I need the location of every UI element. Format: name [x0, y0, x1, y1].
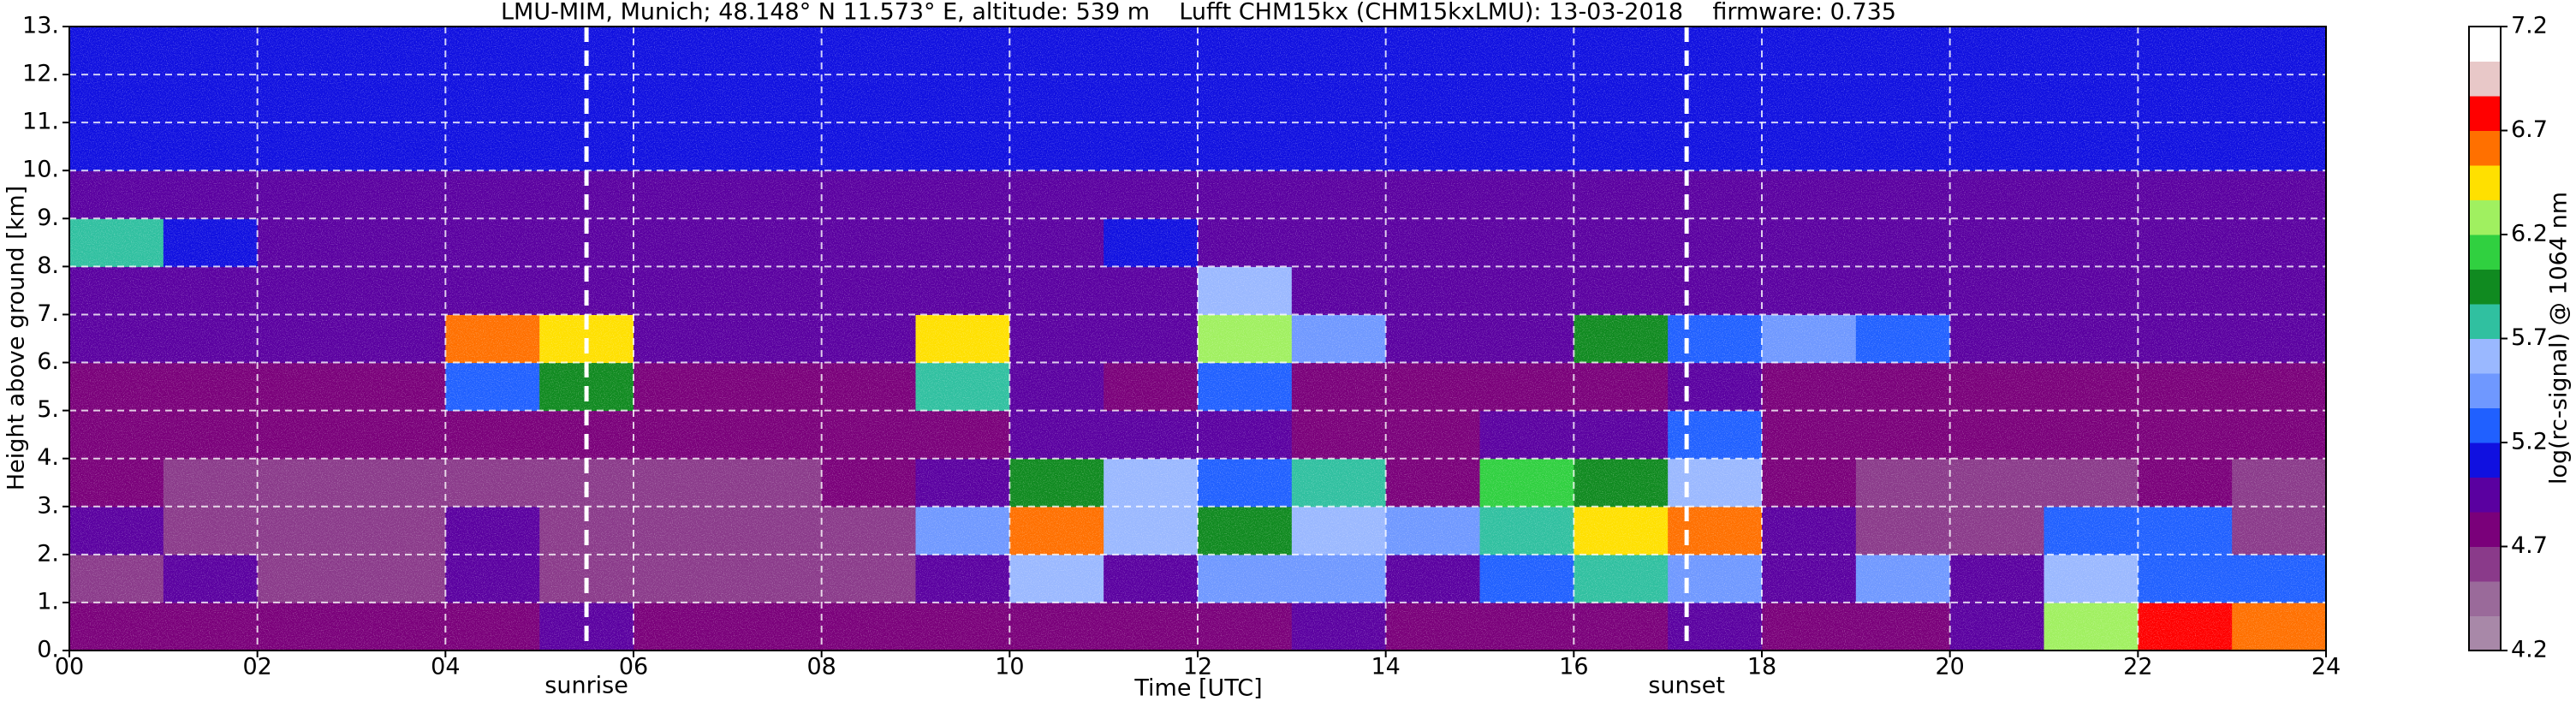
x-tick-label: 00 [55, 654, 84, 680]
x-tick-label: 24 [2311, 654, 2341, 680]
colorbar-swatch [2469, 96, 2501, 131]
colorbar-label: log(rc-signal) @ 1064 nm [2546, 192, 2573, 484]
x-tick-label: 06 [619, 654, 648, 680]
colorbar-tick-label: 7.2 [2511, 13, 2548, 39]
colorbar-swatch [2469, 61, 2501, 97]
colorbar-swatch [2469, 581, 2501, 616]
colorbar-tick-label: 5.7 [2511, 324, 2548, 351]
colorbar-swatch [2469, 199, 2501, 235]
x-tick-label: 16 [1559, 654, 1588, 680]
colorbar-swatch [2469, 165, 2501, 200]
colorbar-swatch [2469, 304, 2501, 339]
x-tick-label: 20 [1935, 654, 1964, 680]
y-tick-label: 6. [37, 348, 59, 375]
colorbar-swatch [2469, 407, 2501, 443]
plot-frame [68, 26, 2327, 651]
x-tick-label: 12 [1183, 654, 1212, 680]
y-tick-label: 2. [37, 540, 59, 567]
x-tick-label: 02 [242, 654, 271, 680]
y-axis-label: Height above ground [km] [3, 186, 30, 490]
x-tick-label: 14 [1371, 654, 1400, 680]
y-tick-label: 0. [37, 637, 59, 663]
colorbar-swatch [2469, 27, 2501, 62]
y-tick-label: 12. [22, 61, 59, 87]
colorbar-tick-label: 6.7 [2511, 116, 2548, 143]
y-tick-label: 11. [22, 109, 59, 135]
y-tick-label: 10. [22, 157, 59, 183]
y-tick-label: 8. [37, 253, 59, 279]
colorbar-swatch [2469, 477, 2501, 513]
colorbar-swatch [2469, 373, 2501, 408]
x-tick-label: 04 [431, 654, 460, 680]
annotation-label: sunset [1648, 673, 1725, 699]
x-tick-label: 08 [806, 654, 836, 680]
x-tick-label: 18 [1747, 654, 1776, 680]
colorbar-swatch [2469, 615, 2501, 651]
chart-title: LMU-MIM, Munich; 48.148° N 11.573° E, al… [501, 0, 1896, 26]
colorbar-tick-label: 4.2 [2511, 637, 2548, 663]
x-axis-label: Time [UTC] [1133, 675, 1262, 702]
y-tick-label: 1. [37, 588, 59, 615]
colorbar-swatch [2469, 130, 2501, 166]
colorbar-tick-label: 6.2 [2511, 221, 2548, 247]
colorbar-swatch [2469, 269, 2501, 305]
colorbar-swatch [2469, 546, 2501, 582]
colorbar-tick-label: 5.2 [2511, 429, 2548, 455]
colorbar-swatch [2469, 512, 2501, 547]
x-tick-label: 22 [2123, 654, 2152, 680]
colorbar-swatch [2469, 443, 2501, 478]
y-tick-label: 7. [37, 300, 59, 327]
y-tick-label: 3. [37, 492, 59, 519]
colorbar-swatch [2469, 338, 2501, 374]
colorbar-swatch [2469, 235, 2501, 270]
y-tick-label: 4. [37, 444, 59, 471]
y-tick-label: 13. [22, 13, 59, 39]
y-tick-label: 5. [37, 396, 59, 423]
colorbar-tick-label: 4.7 [2511, 532, 2548, 559]
x-tick-label: 10 [995, 654, 1024, 680]
y-tick-label: 9. [37, 205, 59, 231]
annotation-label: sunrise [544, 673, 628, 699]
